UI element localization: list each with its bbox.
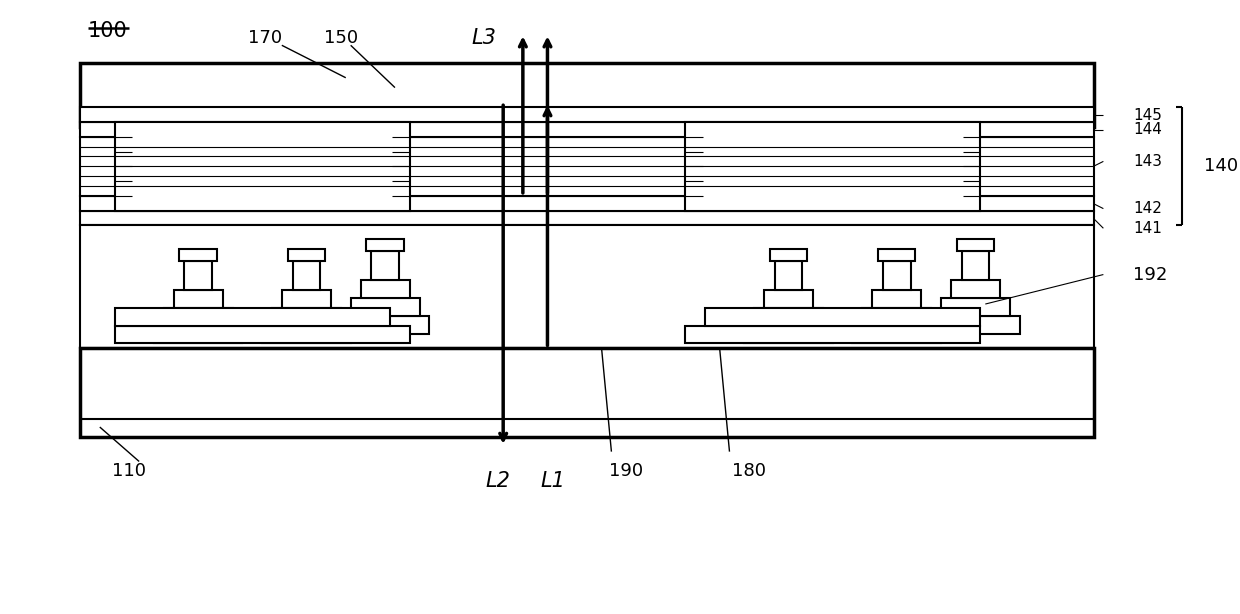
Bar xyxy=(351,298,419,316)
Bar xyxy=(81,107,1094,122)
Bar xyxy=(81,122,1094,137)
Text: 110: 110 xyxy=(113,462,146,480)
Text: 170: 170 xyxy=(248,29,283,47)
Text: 180: 180 xyxy=(732,462,766,480)
Text: 141: 141 xyxy=(1133,221,1162,236)
Bar xyxy=(862,308,931,325)
Bar xyxy=(883,261,910,290)
Text: 100: 100 xyxy=(88,21,128,41)
Text: L1: L1 xyxy=(539,471,564,491)
Bar xyxy=(951,281,1001,298)
Text: 144: 144 xyxy=(1133,122,1162,138)
Bar xyxy=(341,316,429,333)
Bar xyxy=(878,249,915,261)
Bar xyxy=(174,290,223,308)
Bar xyxy=(367,239,404,251)
Bar xyxy=(81,196,1094,211)
Bar xyxy=(81,137,1094,196)
Text: 145: 145 xyxy=(1133,107,1162,123)
Bar xyxy=(81,348,1094,437)
Text: 142: 142 xyxy=(1133,201,1162,216)
Bar xyxy=(114,308,391,325)
Text: 190: 190 xyxy=(609,462,644,480)
Bar xyxy=(164,308,233,325)
Bar xyxy=(764,290,813,308)
Bar xyxy=(872,290,921,308)
Text: L3: L3 xyxy=(471,28,496,49)
Bar xyxy=(686,122,981,211)
Bar xyxy=(81,225,1094,348)
Bar xyxy=(361,281,409,298)
Bar xyxy=(744,325,833,343)
Bar xyxy=(81,211,1094,225)
Bar xyxy=(754,308,823,325)
Text: 143: 143 xyxy=(1133,154,1162,169)
Bar xyxy=(180,249,217,261)
Bar xyxy=(770,249,807,261)
Bar xyxy=(293,261,320,290)
Text: 140: 140 xyxy=(1204,157,1238,176)
Bar xyxy=(686,325,981,343)
Bar xyxy=(957,239,994,251)
Bar xyxy=(185,261,212,290)
Bar xyxy=(288,249,325,261)
Bar xyxy=(114,325,409,343)
Bar xyxy=(371,251,399,281)
Bar xyxy=(262,325,351,343)
Text: L2: L2 xyxy=(486,471,511,491)
Bar xyxy=(272,308,341,325)
Bar xyxy=(962,251,990,281)
Bar xyxy=(852,325,941,343)
Bar xyxy=(941,298,1009,316)
Bar xyxy=(154,325,243,343)
Bar xyxy=(114,122,409,211)
Text: 192: 192 xyxy=(1133,265,1167,284)
Bar xyxy=(775,261,802,290)
Bar xyxy=(931,316,1019,333)
Bar xyxy=(81,63,1094,127)
Text: 150: 150 xyxy=(324,29,358,47)
Bar xyxy=(704,308,981,325)
Bar xyxy=(281,290,331,308)
